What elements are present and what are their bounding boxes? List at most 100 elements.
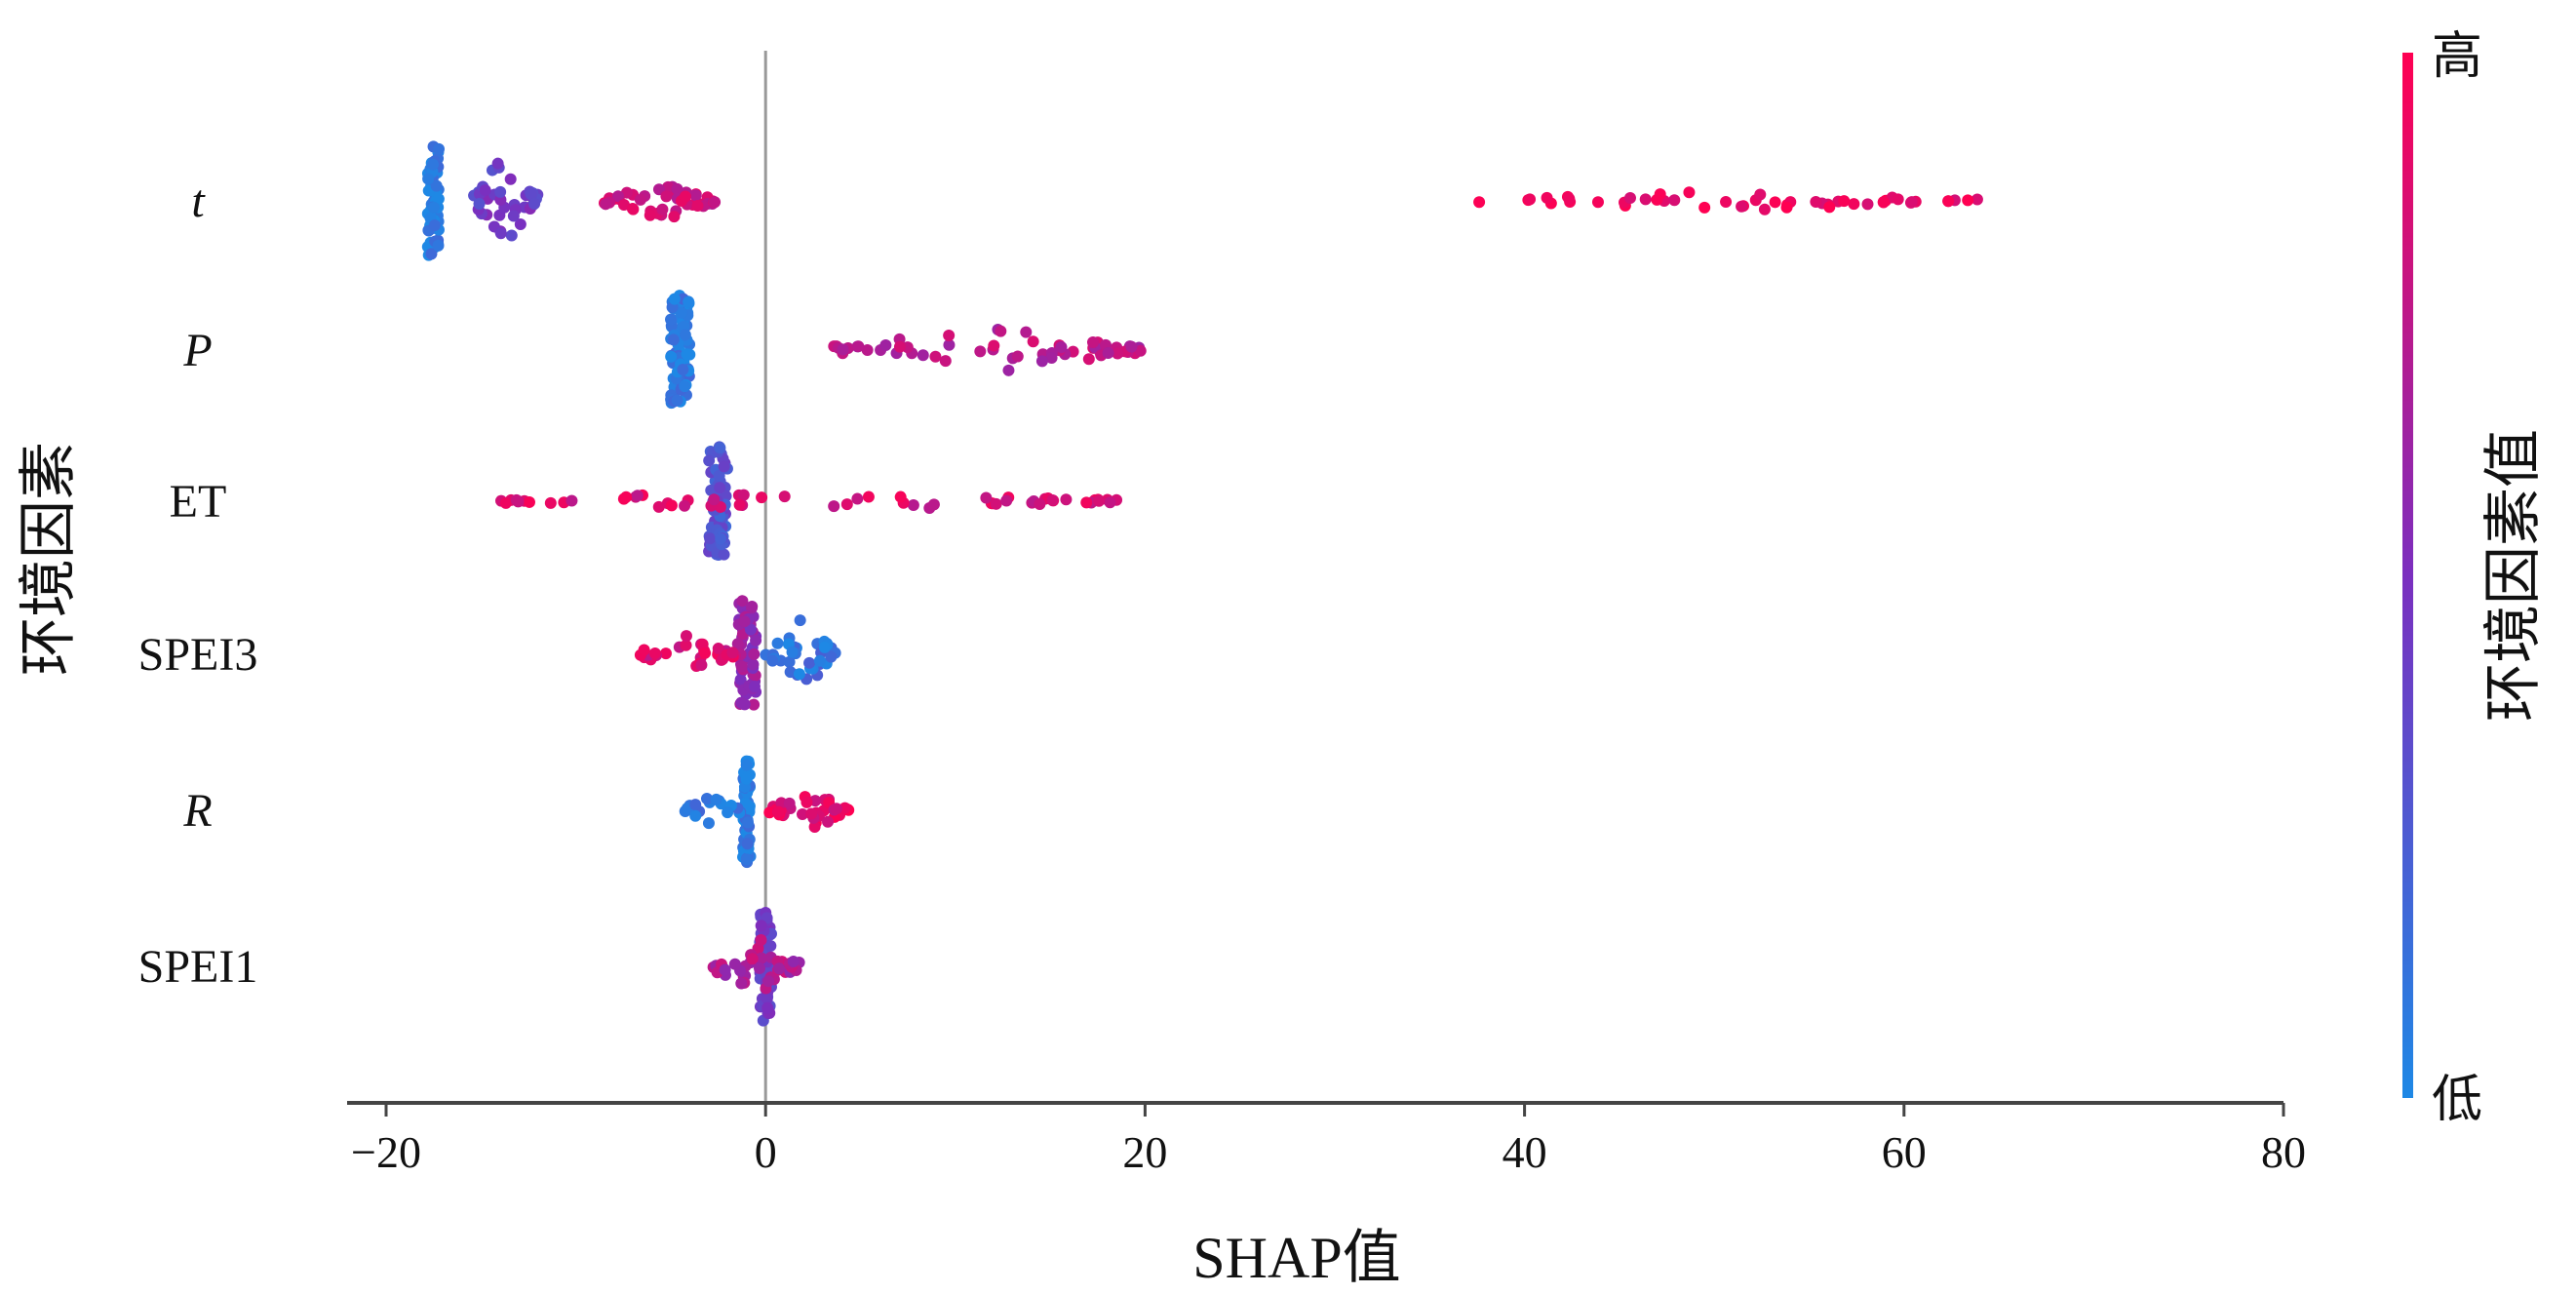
data-point <box>718 548 730 561</box>
data-point <box>786 646 799 658</box>
data-point <box>1125 340 1138 353</box>
data-point <box>1541 191 1553 204</box>
data-point <box>1060 493 1073 506</box>
data-point <box>980 491 993 504</box>
data-point <box>736 595 749 608</box>
data-point <box>771 637 784 649</box>
data-point <box>1034 497 1046 510</box>
data-point <box>746 601 759 613</box>
data-point <box>675 306 687 319</box>
data-point <box>668 211 681 223</box>
data-point <box>689 799 702 811</box>
data-point <box>1639 193 1652 206</box>
data-point <box>990 497 1002 510</box>
data-point <box>1905 196 1918 209</box>
data-point <box>762 975 775 988</box>
data-point <box>1563 192 1576 205</box>
data-point <box>1838 195 1851 208</box>
data-point <box>735 660 748 673</box>
data-point <box>718 460 730 473</box>
data-point <box>712 643 724 655</box>
data-point <box>1027 335 1039 348</box>
data-point <box>747 658 760 671</box>
data-point <box>927 498 940 511</box>
data-point <box>1971 193 1983 206</box>
data-point <box>634 193 646 206</box>
data-point <box>648 647 661 660</box>
feature-label-p: P <box>182 325 212 376</box>
data-point <box>738 698 751 711</box>
data-point <box>1080 496 1093 509</box>
data-point <box>743 803 756 815</box>
data-point <box>652 500 665 513</box>
data-point <box>818 641 831 653</box>
colorbar-low-label: 低 <box>2432 1073 2482 1128</box>
data-point <box>525 188 537 201</box>
data-point <box>995 325 1007 337</box>
data-point <box>1962 194 1974 207</box>
data-point <box>1877 196 1890 209</box>
data-point <box>612 190 625 203</box>
data-point <box>427 201 440 214</box>
data-point <box>805 807 818 820</box>
data-point <box>1104 496 1116 509</box>
data-point <box>1942 195 1955 208</box>
data-point <box>644 209 656 221</box>
data-point <box>432 192 445 205</box>
data-point <box>943 338 956 351</box>
x-tick-label: 20 <box>1122 1127 1167 1177</box>
data-point <box>1086 335 1099 348</box>
data-point <box>1720 195 1733 208</box>
data-point <box>737 489 750 501</box>
data-point <box>714 482 726 494</box>
data-point <box>528 198 541 211</box>
data-point <box>491 157 504 170</box>
data-point <box>638 644 650 656</box>
data-point <box>1045 352 1058 365</box>
data-point <box>689 809 702 822</box>
data-point <box>861 344 874 357</box>
colorbar-high-label: 高 <box>2432 29 2482 85</box>
data-point <box>750 634 762 647</box>
data-point <box>523 495 535 508</box>
data-point <box>504 173 517 185</box>
data-point <box>710 793 722 805</box>
data-point <box>813 654 826 667</box>
data-point <box>514 218 527 231</box>
data-point <box>852 340 865 353</box>
data-point <box>738 615 751 628</box>
data-point <box>851 492 864 505</box>
data-point <box>793 668 805 681</box>
data-point <box>1668 194 1681 207</box>
data-point <box>689 189 702 202</box>
data-point <box>764 940 777 953</box>
data-point <box>1473 196 1486 209</box>
data-point <box>783 655 796 668</box>
data-point <box>499 496 512 509</box>
data-point <box>1591 196 1604 209</box>
data-point <box>617 198 630 211</box>
data-point <box>783 797 796 809</box>
data-point <box>763 806 776 819</box>
data-point <box>943 329 956 341</box>
data-point <box>507 210 520 222</box>
data-point <box>1102 347 1114 360</box>
data-point <box>917 349 929 362</box>
data-point <box>808 821 821 834</box>
data-point <box>800 796 813 808</box>
colorbar <box>2402 53 2413 1098</box>
data-point <box>1754 188 1767 201</box>
data-point <box>1002 364 1015 376</box>
data-point <box>432 239 445 252</box>
data-point <box>1683 186 1696 199</box>
feature-label-spei1: SPEI1 <box>138 941 258 993</box>
feature-label-r: R <box>182 785 212 837</box>
data-point <box>1823 201 1836 214</box>
data-point <box>755 933 767 946</box>
x-tick-label: 0 <box>755 1127 777 1177</box>
x-ticks: −20 0 20 40 60 80 <box>351 1103 2306 1177</box>
data-point <box>839 802 851 814</box>
data-point <box>708 493 721 506</box>
data-point <box>677 363 689 375</box>
data-point <box>778 490 791 503</box>
